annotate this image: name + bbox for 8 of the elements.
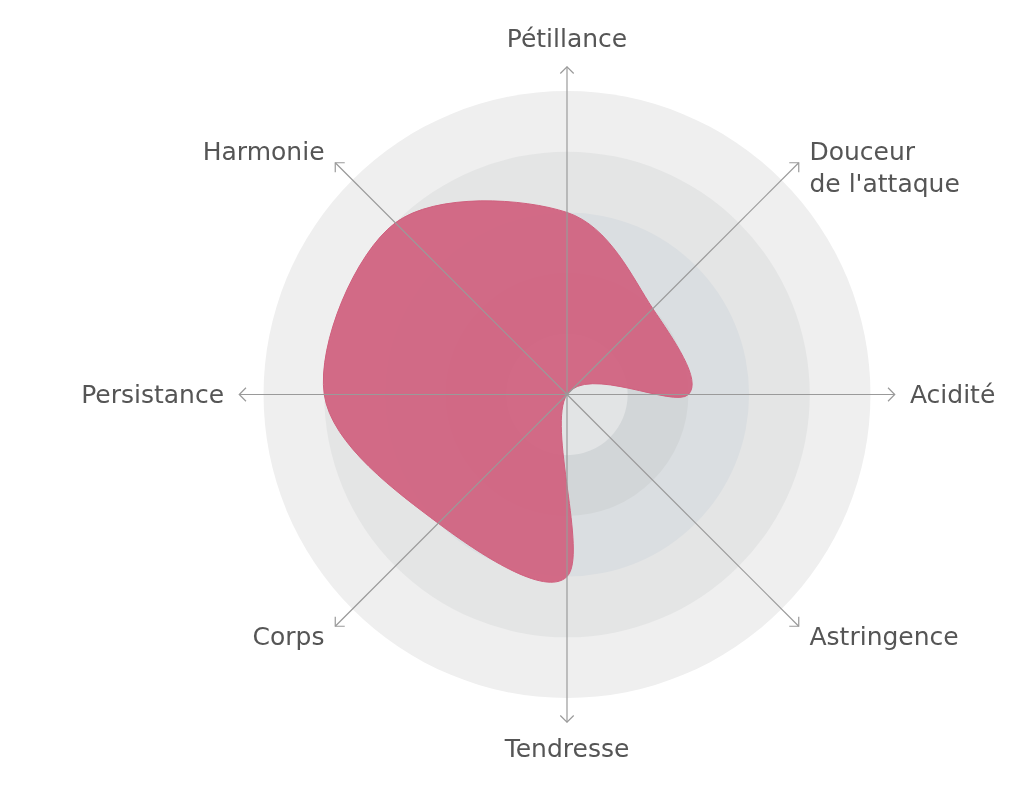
spoke-label: Acidité	[909, 379, 996, 409]
spoke-label: Corps	[252, 621, 325, 651]
spoke-label: Tendresse	[503, 734, 630, 764]
spoke-label: Harmonie	[202, 137, 325, 167]
spoke-label: Douceur de l'attaque	[809, 137, 960, 199]
spoke-label: Pétillance	[506, 23, 628, 53]
spoke-label: Persistance	[81, 379, 225, 409]
spoke-label: Astringence	[809, 621, 959, 651]
